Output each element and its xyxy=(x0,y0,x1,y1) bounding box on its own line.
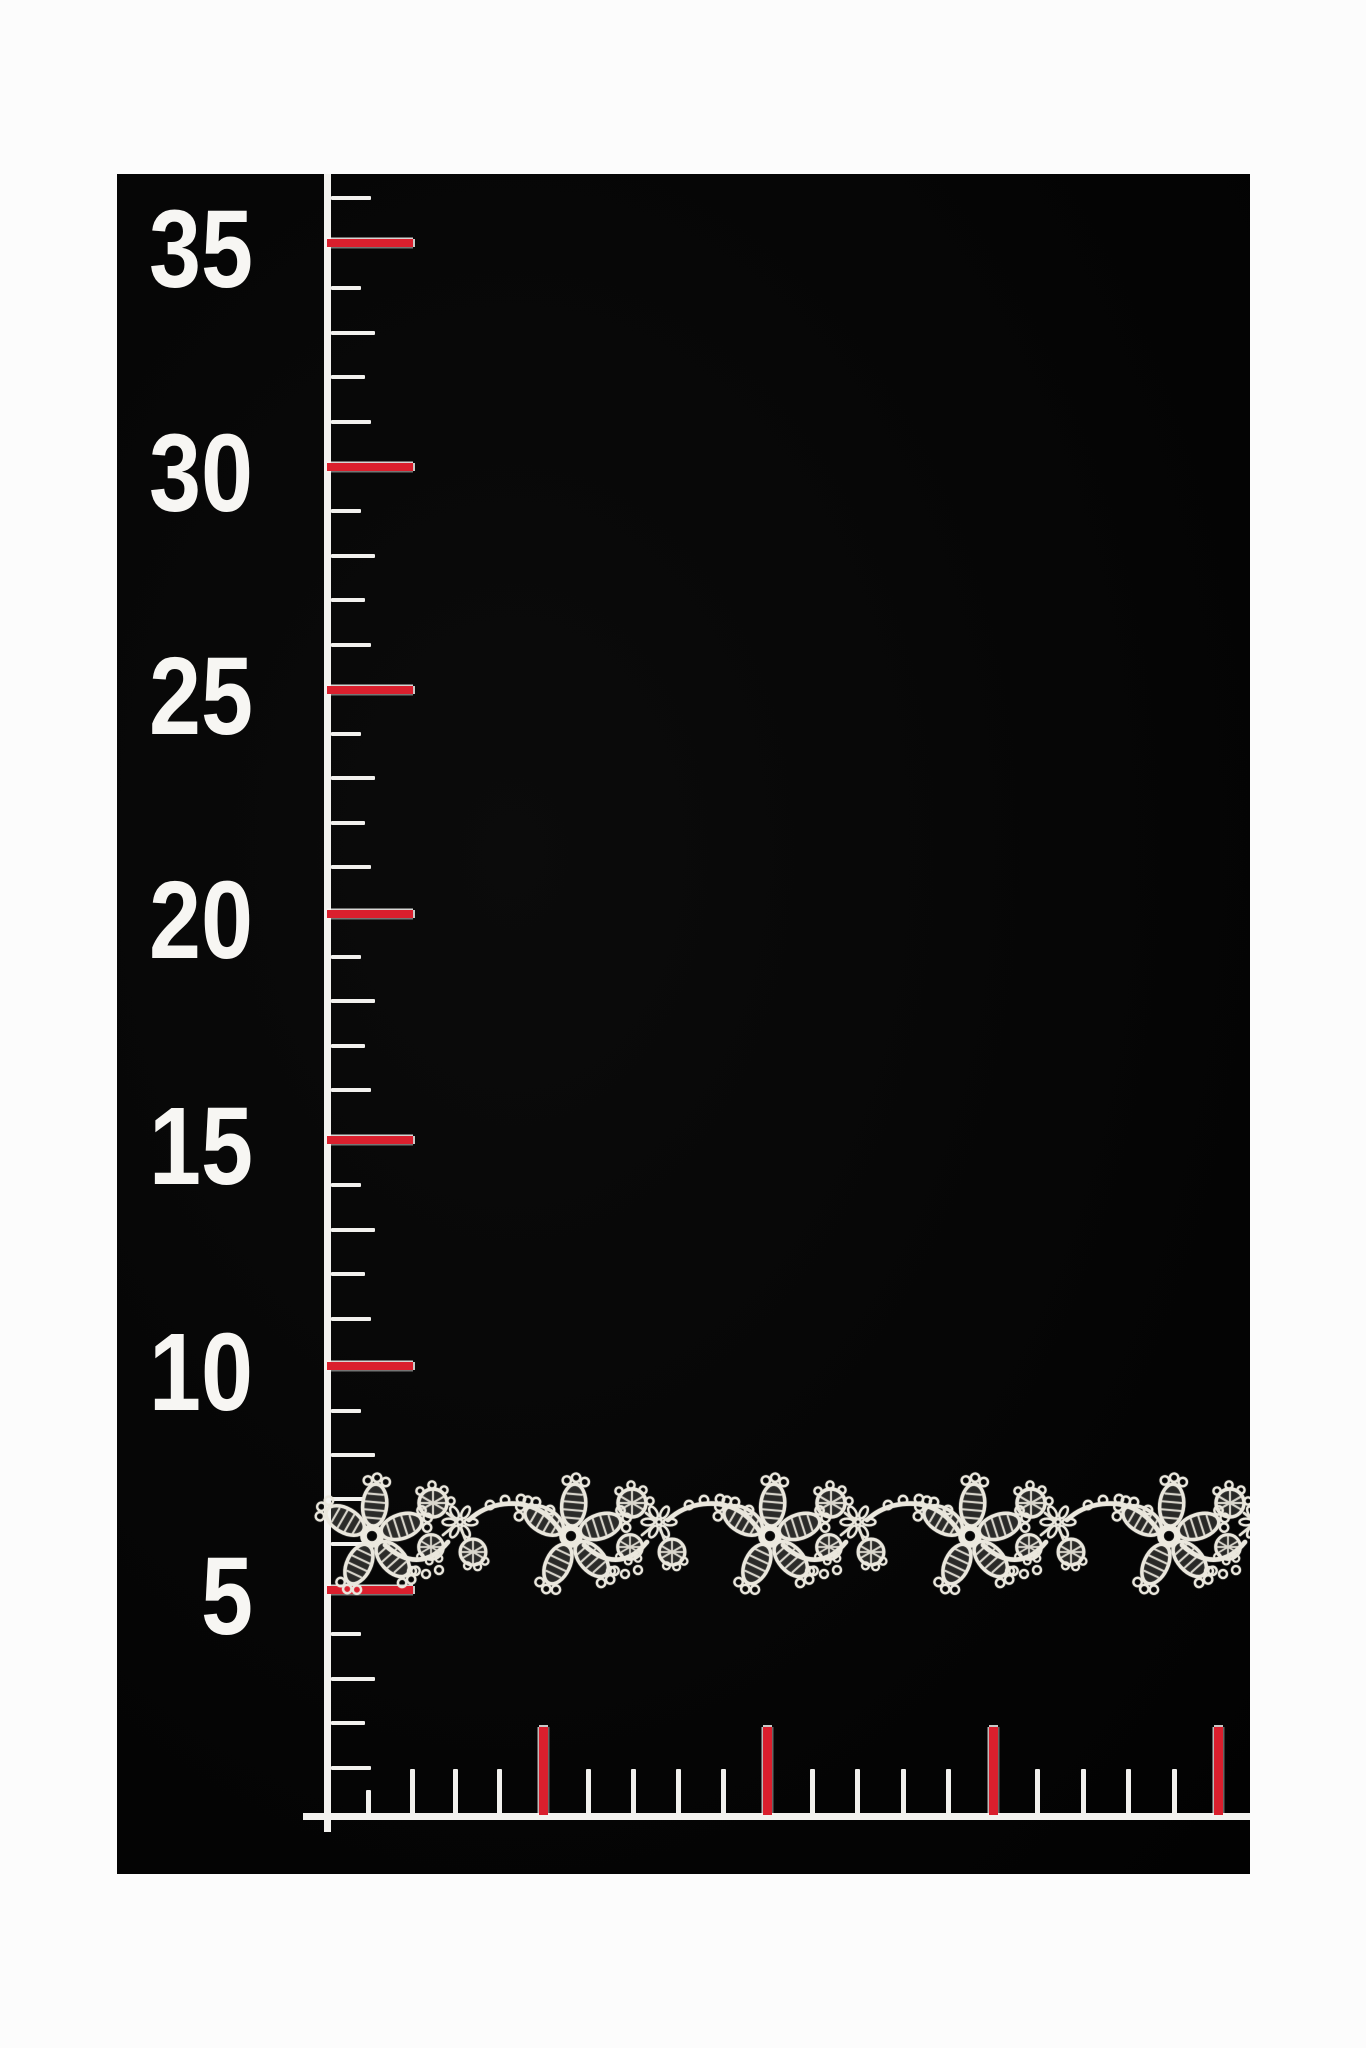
lace-flower-motif xyxy=(1108,1472,1250,1598)
bottom-tick-tall xyxy=(901,1769,906,1815)
bottom-tick-red xyxy=(989,1727,998,1815)
minor-tick xyxy=(331,420,371,424)
minor-tick xyxy=(331,1317,371,1321)
minor-tick xyxy=(331,821,365,825)
bottom-tick-tall xyxy=(1172,1769,1177,1815)
horizontal-ruler-line xyxy=(303,1813,1250,1820)
minor-tick xyxy=(331,732,361,736)
major-tick-red xyxy=(327,239,413,247)
bottom-tick-tall xyxy=(1081,1769,1086,1815)
bottom-tick-tall xyxy=(497,1769,502,1815)
minor-tick xyxy=(331,1044,365,1048)
minor-tick xyxy=(331,375,365,379)
lace-flower-motif xyxy=(709,1472,960,1598)
minor-tick xyxy=(331,999,375,1003)
ruler-label-25: 25 xyxy=(148,635,253,758)
minor-tick xyxy=(331,1497,365,1501)
lace-flower-motif xyxy=(311,1472,562,1598)
bottom-tick-tall xyxy=(1035,1769,1040,1815)
ruler-label-5: 5 xyxy=(200,1535,253,1658)
ruler-label-10: 10 xyxy=(148,1311,253,1434)
ruler-label-35: 35 xyxy=(148,188,253,311)
bottom-tick-tall xyxy=(586,1769,591,1815)
major-tick-red xyxy=(327,1362,413,1370)
bottom-tick-tall xyxy=(1126,1769,1131,1815)
major-tick-red xyxy=(327,1586,413,1594)
ruler-label-30: 30 xyxy=(148,412,253,535)
minor-tick xyxy=(331,1677,375,1681)
lace-flower-motif xyxy=(510,1472,761,1598)
major-tick-red xyxy=(327,463,413,471)
minor-tick xyxy=(331,955,361,959)
bottom-tick-tall xyxy=(676,1769,681,1815)
bottom-tick-tall xyxy=(810,1769,815,1815)
ruler-label-15: 15 xyxy=(148,1085,253,1208)
minor-tick xyxy=(331,1272,365,1276)
minor-tick xyxy=(331,1228,375,1232)
bottom-tick-red xyxy=(763,1727,772,1815)
minor-tick xyxy=(331,1183,361,1187)
minor-tick xyxy=(331,1409,361,1413)
measurement-board: 35 30 25 20 15 10 5 xyxy=(117,174,1250,1874)
minor-tick xyxy=(331,1088,371,1092)
vertical-ruler-line xyxy=(324,174,331,1832)
minor-tick xyxy=(331,509,361,513)
minor-tick xyxy=(331,554,375,558)
bottom-tick-red xyxy=(1214,1727,1223,1815)
minor-tick xyxy=(331,1542,371,1546)
minor-tick xyxy=(331,598,365,602)
minor-tick xyxy=(331,196,371,200)
minor-tick xyxy=(331,1721,365,1725)
bottom-tick-red xyxy=(539,1727,548,1815)
major-tick-red xyxy=(327,910,413,918)
bottom-tick-tall xyxy=(631,1769,636,1815)
minor-tick xyxy=(331,865,371,869)
major-tick-red xyxy=(327,686,413,694)
bottom-tick-short xyxy=(366,1790,371,1815)
minor-tick xyxy=(331,1453,375,1457)
minor-tick xyxy=(331,643,371,647)
minor-tick xyxy=(331,331,375,335)
minor-tick xyxy=(331,1766,371,1770)
bottom-tick-tall xyxy=(855,1769,860,1815)
bottom-tick-tall xyxy=(946,1769,951,1815)
minor-tick xyxy=(331,286,361,290)
bottom-tick-tall xyxy=(453,1769,458,1815)
bottom-tick-tall xyxy=(721,1769,726,1815)
minor-tick xyxy=(331,1632,361,1636)
ruler-label-20: 20 xyxy=(148,859,253,982)
major-tick-red xyxy=(327,1136,413,1144)
lace-trim xyxy=(295,1472,1250,1600)
minor-tick xyxy=(331,776,375,780)
lace-flower-motif xyxy=(909,1472,1160,1598)
bottom-tick-tall xyxy=(410,1769,415,1815)
